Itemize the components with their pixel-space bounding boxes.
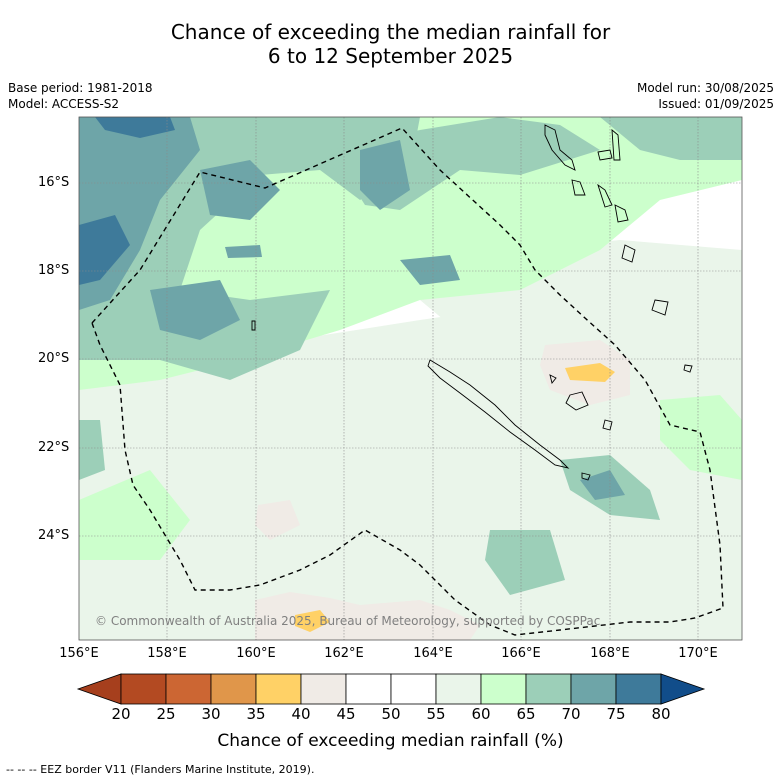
colorbar-tick-label: 75 xyxy=(606,705,626,723)
lon-label-170e: 170°E xyxy=(678,646,718,661)
colorbar-box xyxy=(210,673,257,705)
map-title-line2: 6 to 12 September 2025 xyxy=(267,44,514,68)
lat-label-18s: 18°S xyxy=(38,263,70,278)
lon-label-160e: 160°E xyxy=(236,646,276,661)
colorbar-box xyxy=(255,673,302,705)
colorbar-tick-label: 70 xyxy=(561,705,581,723)
colorbar xyxy=(76,673,706,705)
colorbar-tick-label: 60 xyxy=(471,705,491,723)
lon-label-158e: 158°E xyxy=(147,646,187,661)
map-frame xyxy=(78,116,743,641)
colorbar-box xyxy=(480,673,527,705)
colorbar-tick-label: 40 xyxy=(291,705,311,723)
colorbar-box xyxy=(345,673,392,705)
new-caledonia-outline xyxy=(427,359,570,469)
lat-label-16s: 16°S xyxy=(38,175,70,190)
graticule xyxy=(79,117,742,640)
eez-border xyxy=(91,127,724,636)
map-title-line1: Chance of exceeding the median rainfall … xyxy=(170,20,611,44)
colorbar-box xyxy=(525,673,572,705)
colorbar-tick-label: 50 xyxy=(381,705,401,723)
colorbar-tick-label: 45 xyxy=(336,705,356,723)
lon-label-162e: 162°E xyxy=(324,646,364,661)
lat-label-24s: 24°S xyxy=(38,528,70,543)
meta-left: Base period: 1981-2018 Model: ACCESS-S2 xyxy=(8,80,153,112)
land-outlines xyxy=(251,124,693,481)
copyright-text: © Commonwealth of Australia 2025, Bureau… xyxy=(95,614,601,628)
colorbar-tick-label: 20 xyxy=(111,705,131,723)
colorbar-box xyxy=(390,673,437,705)
colorbar-tick-label: 55 xyxy=(426,705,446,723)
lon-label-156e: 156°E xyxy=(59,646,99,661)
lon-label-164e: 164°E xyxy=(413,646,453,661)
vanuatu-outline-1 xyxy=(544,124,576,171)
colorbar-tick-label: 35 xyxy=(246,705,266,723)
colorbar-box xyxy=(165,673,212,705)
colorbar-extend-high xyxy=(660,673,706,705)
lon-label-166e: 166°E xyxy=(501,646,541,661)
eez-footnote: -- -- -- EEZ border V11 (Flanders Marine… xyxy=(6,763,315,776)
colorbar-box xyxy=(120,673,167,705)
colorbar-tick-label: 65 xyxy=(516,705,536,723)
contour-fields xyxy=(79,117,742,640)
colorbar-box xyxy=(615,673,662,705)
colorbar-tick-label: 30 xyxy=(201,705,221,723)
colorbar-tick-label: 80 xyxy=(651,705,671,723)
issued-text: Issued: 01/09/2025 xyxy=(658,97,774,111)
colorbar-tick-label: 25 xyxy=(156,705,176,723)
colorbar-extend-low xyxy=(76,673,122,705)
lat-label-22s: 22°S xyxy=(38,440,70,455)
colorbar-box xyxy=(435,673,482,705)
model-run-text: Model run: 30/08/2025 xyxy=(636,81,774,95)
model-text: Model: ACCESS-S2 xyxy=(8,97,120,111)
lat-label-20s: 20°S xyxy=(38,351,70,366)
meta-right: Model run: 30/08/2025 Issued: 01/09/2025 xyxy=(637,80,774,112)
colorbar-title: Chance of exceeding median rainfall (%) xyxy=(217,731,564,751)
colorbar-box xyxy=(300,673,347,705)
base-period-text: Base period: 1981-2018 xyxy=(8,81,153,95)
lon-label-168e: 168°E xyxy=(590,646,630,661)
colorbar-box xyxy=(570,673,617,705)
